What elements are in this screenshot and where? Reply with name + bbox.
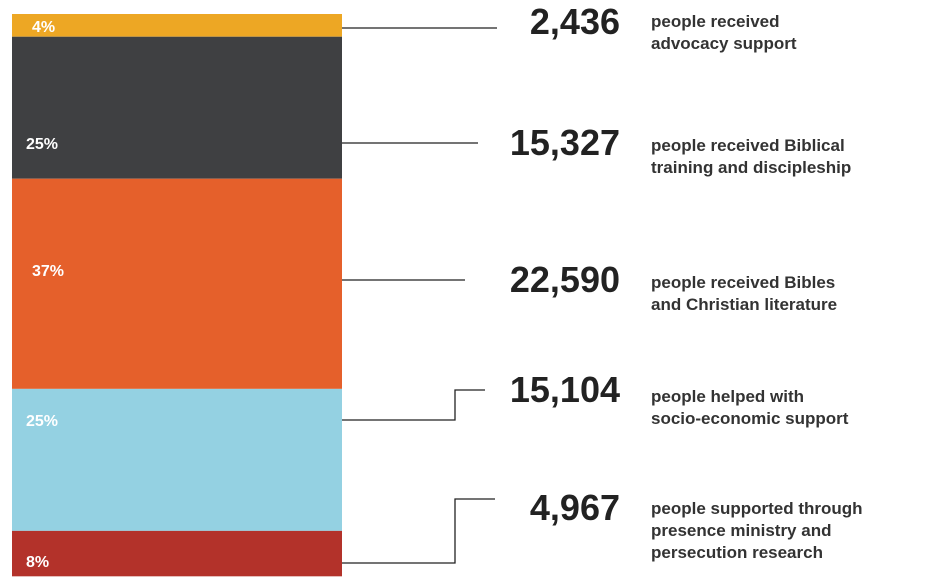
- count-label: 15,104: [509, 369, 620, 410]
- count-label: 2,436: [529, 1, 620, 42]
- bar-segment: [12, 14, 342, 37]
- bar-segment: [12, 178, 342, 389]
- description: people helped with socio-economic suppor…: [651, 387, 849, 428]
- bar-segment: [12, 388, 342, 531]
- connector: [342, 389, 485, 421]
- bar-segment: [12, 36, 342, 179]
- segment-label: 8%: [26, 554, 50, 571]
- description: people received advocacy support: [651, 12, 797, 53]
- description: people received Biblical training and di…: [651, 136, 852, 177]
- bar-segment: [12, 530, 342, 577]
- description: people supported through presence minist…: [651, 499, 863, 562]
- segment-label: 4%: [32, 19, 56, 36]
- description: people received Bibles and Christian lit…: [651, 273, 838, 314]
- count-label: 15,327: [509, 122, 620, 163]
- count-label: 4,967: [529, 487, 620, 528]
- segment-label: 25%: [26, 413, 59, 430]
- connector: [342, 498, 495, 564]
- segment-label: 37%: [32, 263, 65, 280]
- count-label: 22,590: [509, 259, 620, 300]
- segment-label: 25%: [26, 136, 59, 153]
